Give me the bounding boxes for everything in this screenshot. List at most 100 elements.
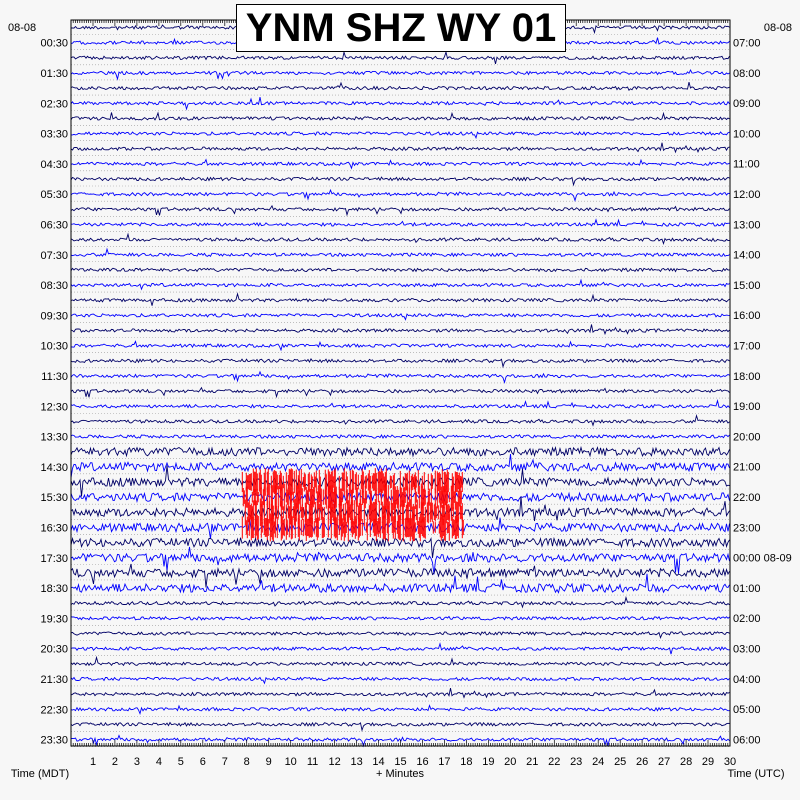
trace-line bbox=[70, 573, 730, 594]
left-axis-label: Time (MDT) bbox=[11, 768, 69, 780]
left-time-label: 07:30 bbox=[40, 250, 68, 262]
left-time-label: 09:30 bbox=[40, 310, 68, 322]
x-tick-label: 12 bbox=[328, 756, 340, 768]
trace-line bbox=[70, 358, 730, 369]
plot-frame bbox=[70, 19, 731, 747]
trace-line bbox=[70, 445, 730, 458]
left-time-label: 10:30 bbox=[40, 341, 68, 353]
x-axis-ticks: 1 2 3 4 5 6 7 8 9 10 11 12 13 14 15 16 17 18 19 20 21 22 23 24 2… bbox=[70, 20, 736, 768]
right-time-label: 06:00 bbox=[733, 734, 761, 746]
trace-line bbox=[70, 546, 730, 575]
x-tick-label: 2 bbox=[112, 756, 118, 768]
right-time-label: 01:00 bbox=[733, 583, 761, 595]
left-time-label: 20:30 bbox=[40, 644, 68, 656]
trace-group bbox=[70, 21, 730, 748]
left-time-label: 14:30 bbox=[40, 462, 68, 474]
trace-line bbox=[70, 491, 730, 509]
x-tick-label: 18 bbox=[460, 756, 472, 768]
right-time-label: 02:00 bbox=[733, 613, 761, 625]
right-time-label: 08:00 bbox=[733, 68, 761, 80]
trace-line bbox=[70, 414, 730, 427]
x-tick-label: 9 bbox=[266, 756, 272, 768]
left-time-label: 01:30 bbox=[40, 68, 68, 80]
left-time-label: 23:30 bbox=[40, 735, 68, 747]
trace-line bbox=[70, 563, 730, 588]
trace-line bbox=[70, 433, 730, 440]
x-tick-label: 14 bbox=[372, 756, 384, 768]
trace-line bbox=[70, 292, 730, 306]
right-time-label: 16:00 bbox=[733, 310, 761, 322]
trace-line bbox=[70, 176, 730, 187]
trace-line bbox=[70, 111, 730, 122]
right-time-label: 11:00 bbox=[733, 159, 760, 171]
right-time-label: 19:00 bbox=[733, 401, 761, 413]
trace-line bbox=[70, 81, 730, 91]
right-time-label: 09:00 bbox=[733, 98, 761, 110]
trace-line bbox=[70, 370, 730, 384]
trace-line bbox=[70, 188, 730, 203]
trace-line bbox=[70, 631, 730, 640]
trace-line bbox=[70, 50, 730, 65]
x-tick-label: 15 bbox=[394, 756, 406, 768]
right-time-label: 15:00 bbox=[733, 280, 761, 292]
right-time-axis: 07:00 08:00 09:00 10:00 11:00 12:00 13:00 14:00… bbox=[733, 38, 792, 747]
right-time-label: 07:00 bbox=[733, 38, 761, 50]
trace-line bbox=[70, 655, 730, 667]
clip-group bbox=[241, 468, 464, 542]
trace-line bbox=[70, 324, 730, 336]
x-tick-label: 25 bbox=[614, 756, 626, 768]
trace-line bbox=[70, 312, 730, 321]
x-tick-label: 8 bbox=[244, 756, 250, 768]
trace-line bbox=[70, 676, 730, 685]
x-tick-label: 30 bbox=[724, 756, 736, 768]
right-time-label: 13:00 bbox=[733, 219, 761, 231]
left-time-axis: 00:30 01:30 02:30 03:30 04:30 05:30 06:30 07:30… bbox=[40, 38, 68, 747]
right-axis-label: Time (UTC) bbox=[727, 768, 784, 780]
right-time-label: 18:00 bbox=[733, 371, 761, 383]
left-time-label: 15:30 bbox=[40, 492, 68, 504]
trace-line bbox=[70, 247, 730, 258]
x-tick-label: 1 bbox=[90, 756, 96, 768]
left-time-label: 05:30 bbox=[40, 189, 68, 201]
trace-line bbox=[70, 734, 730, 748]
right-time-label: 14:00 bbox=[733, 250, 761, 262]
left-time-label: 21:30 bbox=[40, 674, 68, 686]
x-tick-label: 27 bbox=[658, 756, 670, 768]
left-time-label: 00:30 bbox=[40, 38, 68, 50]
x-tick-label: 21 bbox=[526, 756, 538, 768]
title-box: YNM SHZ WY 01 bbox=[236, 4, 566, 52]
x-tick-label: 17 bbox=[438, 756, 450, 768]
x-axis-label: + Minutes bbox=[376, 768, 424, 780]
x-tick-label: 23 bbox=[570, 756, 582, 768]
trace-line bbox=[70, 496, 730, 522]
trace-line bbox=[70, 704, 730, 716]
trace-line bbox=[70, 615, 730, 621]
trace-line bbox=[70, 97, 730, 111]
trace-line bbox=[70, 278, 730, 291]
date-right: 08-08 bbox=[764, 22, 792, 34]
left-time-label: 08:30 bbox=[40, 280, 68, 292]
x-tick-label: 19 bbox=[482, 756, 494, 768]
x-tick-label: 7 bbox=[222, 756, 228, 768]
chart-title: YNM SHZ WY 01 bbox=[245, 5, 557, 50]
left-time-label: 03:30 bbox=[40, 129, 68, 141]
trace-line bbox=[70, 642, 730, 655]
trace-line bbox=[70, 68, 730, 81]
trace-line bbox=[70, 204, 730, 217]
x-tick-label: 29 bbox=[702, 756, 714, 768]
trace-line bbox=[70, 386, 730, 399]
right-time-label: 23:00 bbox=[733, 522, 761, 534]
left-time-label: 22:30 bbox=[40, 704, 68, 716]
trace-line bbox=[70, 340, 730, 352]
x-tick-label: 22 bbox=[548, 756, 560, 768]
x-tick-label: 20 bbox=[504, 756, 516, 768]
date-left: 08-08 bbox=[8, 22, 36, 34]
trace-line bbox=[70, 453, 730, 478]
trace-line bbox=[70, 465, 730, 497]
trace-line bbox=[70, 142, 730, 154]
x-tick-label: 5 bbox=[178, 756, 184, 768]
x-tick-label: 6 bbox=[200, 756, 206, 768]
trace-line bbox=[70, 158, 730, 170]
trace-line bbox=[70, 721, 730, 732]
